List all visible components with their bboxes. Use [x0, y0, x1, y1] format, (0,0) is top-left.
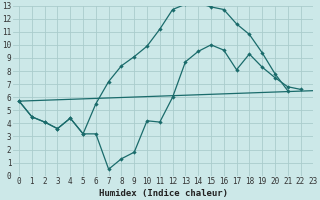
X-axis label: Humidex (Indice chaleur): Humidex (Indice chaleur): [99, 189, 228, 198]
